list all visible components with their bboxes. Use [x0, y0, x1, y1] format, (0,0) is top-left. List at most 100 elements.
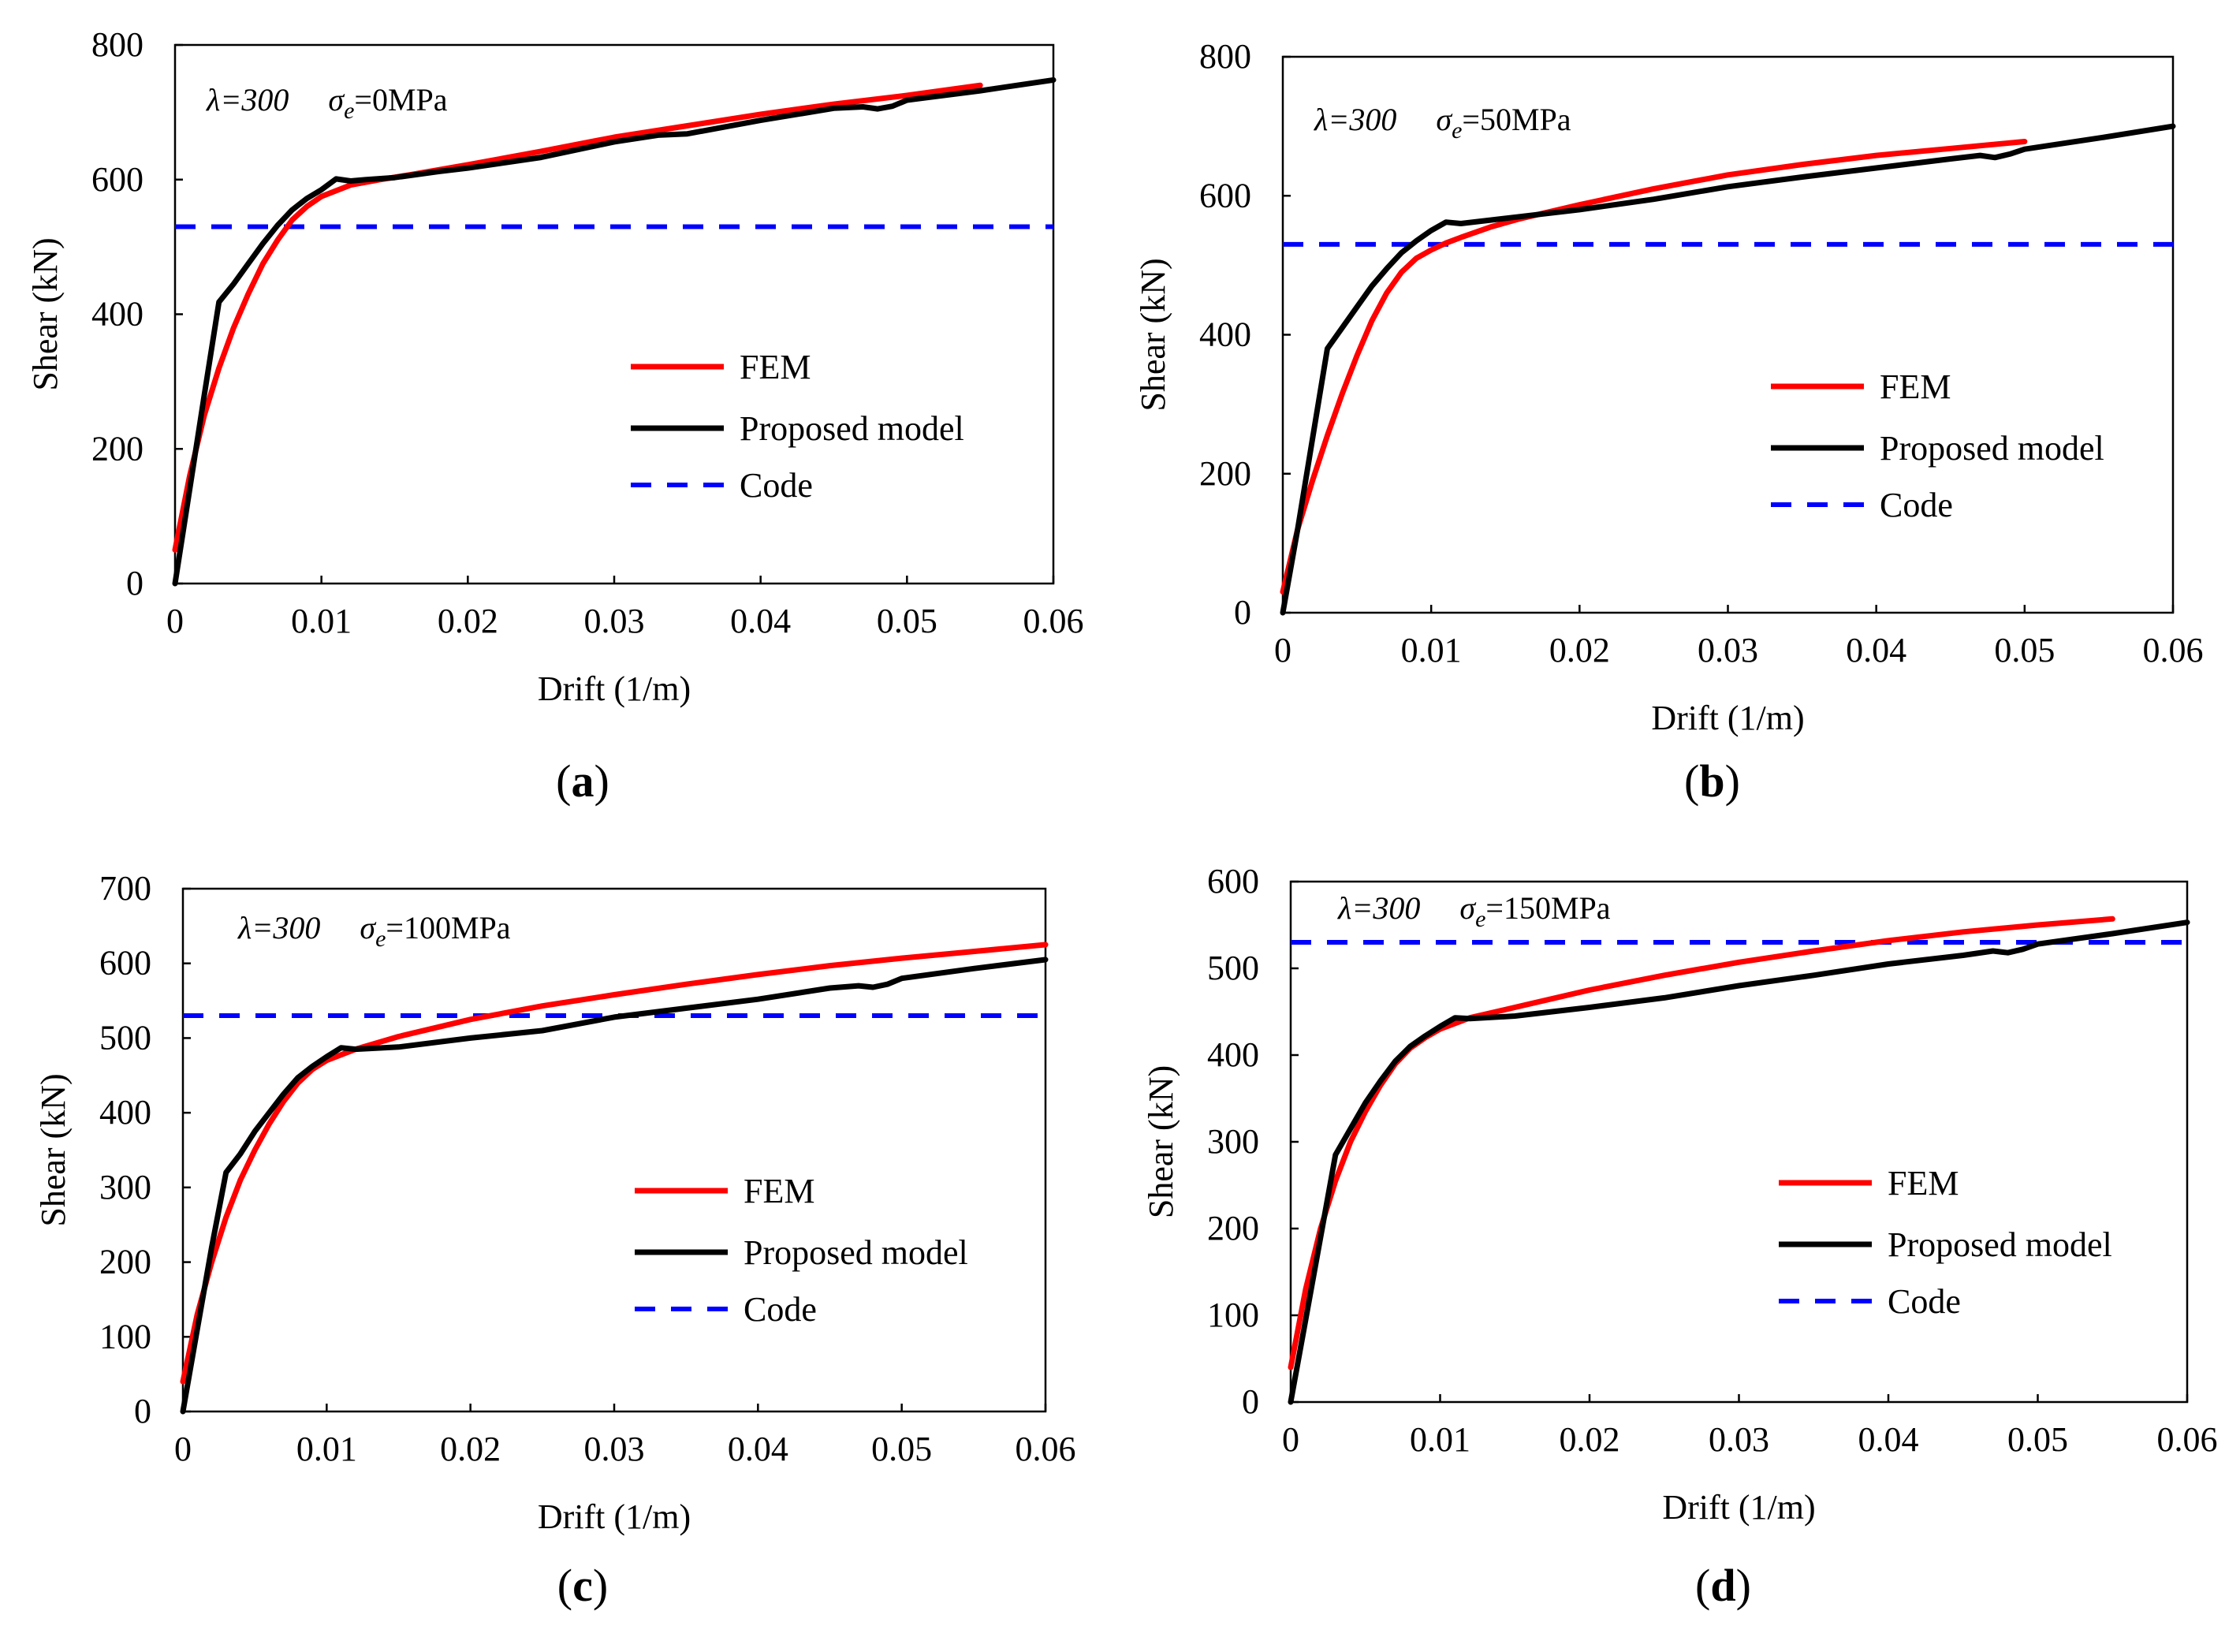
y-tick-label: 0	[134, 1392, 151, 1430]
sigma-subscript: e	[1452, 117, 1462, 144]
legend: FEM Proposed model Code	[631, 348, 964, 505]
panel-caption-open: (	[1695, 1560, 1710, 1611]
chart-panel-a: 0 0.01 0.02 0.03 0.04 0.05 0.06 0 200 400 600 800 Dr…	[26, 25, 1084, 807]
panel-caption-open: (	[1684, 755, 1699, 807]
panel-caption-open: (	[556, 755, 571, 807]
x-tick-label: 0	[1282, 1420, 1299, 1459]
y-tick-label: 400	[91, 295, 143, 334]
y-tick-label: 300	[99, 1168, 151, 1206]
legend-label-fem: FEM	[740, 348, 811, 386]
panel-caption-letter: c	[572, 1560, 593, 1611]
y-tick-label: 100	[1207, 1296, 1259, 1334]
y-tick-label: 500	[1207, 949, 1259, 987]
y-tick-label: 400	[99, 1093, 151, 1132]
y-tick-label: 500	[99, 1018, 151, 1057]
legend-label-fem: FEM	[744, 1172, 814, 1210]
legend-label-fem: FEM	[1880, 367, 1951, 406]
lambda-label: λ=300	[237, 910, 320, 945]
lambda-label: λ=300	[206, 82, 289, 117]
legend-label-proposed: Proposed model	[1888, 1225, 2112, 1264]
y-tick-label: 800	[91, 25, 143, 64]
plot-area-frame	[173, 43, 1055, 585]
y-tick-label: 200	[1207, 1209, 1259, 1247]
y-tick-label: 700	[99, 869, 151, 908]
lambda-label: λ=300	[1337, 890, 1420, 926]
plot-area-frame	[181, 887, 1047, 1413]
panel-caption-open: (	[557, 1560, 572, 1611]
y-tick-label: 200	[99, 1243, 151, 1281]
x-tick-label: 0.06	[1023, 602, 1084, 640]
sigma-subscript: e	[375, 926, 386, 952]
panel-annotation: λ=300 σe=100MPa	[237, 910, 511, 952]
x-tick-label: 0	[166, 602, 184, 640]
panel-caption-letter: d	[1710, 1560, 1735, 1611]
panel-annotation: λ=300 σe=0MPa	[206, 82, 448, 124]
y-tick-label: 200	[91, 429, 143, 468]
x-tick-label: 0.05	[1994, 631, 2055, 669]
y-tick-label: 800	[1199, 37, 1251, 76]
legend-label-code: Code	[740, 466, 813, 505]
x-tick-label: 0.06	[2157, 1420, 2218, 1459]
proposed-model-series-line	[172, 76, 1057, 587]
sigma-symbol: σ	[360, 910, 376, 945]
x-tick-label: 0.03	[584, 602, 645, 640]
panel-caption-letter: a	[572, 755, 594, 807]
x-tick-label: 0.02	[1549, 631, 1610, 669]
y-tick-label: 600	[1199, 176, 1251, 214]
chart-panel-d: 0 0.01 0.02 0.03 0.04 0.05 0.06 0 100 200 300 400 50…	[1142, 862, 2218, 1611]
x-tick-label: 0.01	[291, 602, 352, 640]
x-tick-label: 0.05	[2007, 1420, 2068, 1459]
x-tick-label: 0.02	[1560, 1420, 1620, 1459]
plot-area-frame	[1281, 55, 2175, 614]
x-tick-label: 0.04	[1858, 1420, 1919, 1459]
legend-label-code: Code	[744, 1290, 817, 1329]
legend-label-code: Code	[1880, 486, 1953, 524]
x-tick-label: 0.04	[1846, 631, 1906, 669]
x-tick-label: 0.03	[584, 1430, 645, 1468]
x-axis-label: Drift (1/m)	[538, 669, 691, 708]
y-tick-label: 600	[1207, 862, 1259, 901]
sigma-value: =50MPa	[1462, 102, 1571, 137]
x-tick-label: 0.06	[1016, 1430, 1076, 1468]
panel-caption-close: )	[594, 755, 609, 807]
sigma-symbol: σ	[328, 82, 345, 117]
y-axis-label: Shear (kN)	[1142, 1065, 1180, 1218]
panel-annotation: λ=300 σe=150MPa	[1337, 890, 1611, 932]
legend-label-code: Code	[1888, 1282, 1961, 1321]
y-tick-label: 200	[1199, 454, 1251, 493]
x-axis-label: Drift (1/m)	[1662, 1488, 1815, 1527]
panel-caption-letter: b	[1699, 755, 1724, 807]
legend: FEM Proposed model Code	[635, 1172, 968, 1329]
legend-label-proposed: Proposed model	[744, 1233, 968, 1272]
x-tick-label: 0.02	[438, 602, 498, 640]
legend-label-proposed: Proposed model	[740, 409, 964, 448]
proposed-model-series-line	[1280, 123, 2176, 616]
x-tick-label: 0.04	[730, 602, 791, 640]
y-tick-label: 300	[1207, 1122, 1259, 1161]
panel-caption: (d)	[1695, 1560, 1751, 1611]
x-tick-label: 0.03	[1709, 1420, 1769, 1459]
chart-panel-b: 0 0.01 0.02 0.03 0.04 0.05 0.06 0 200 400 600 800 Dr…	[1134, 37, 2204, 807]
x-tick-label: 0.02	[440, 1430, 501, 1468]
lambda-label: λ=300	[1314, 102, 1396, 137]
y-tick-label: 0	[126, 564, 143, 602]
fem-series-line	[1280, 139, 2028, 595]
x-tick-label: 0.03	[1698, 631, 1758, 669]
x-tick-label: 0.05	[871, 1430, 932, 1468]
y-axis-label: Shear (kN)	[1134, 258, 1172, 411]
fem-series-line	[172, 82, 983, 553]
x-tick-label: 0.06	[2143, 631, 2204, 669]
sigma-symbol: σ	[1436, 102, 1452, 137]
sigma-value: =150MPa	[1485, 890, 1610, 926]
panel-annotation: λ=300 σe=50MPa	[1314, 102, 1571, 144]
y-tick-label: 600	[91, 160, 143, 199]
legend: FEM Proposed model Code	[1771, 367, 2104, 524]
sigma-value: =0MPa	[354, 82, 447, 117]
proposed-model-series-line	[1288, 919, 2190, 1405]
y-tick-label: 400	[1207, 1035, 1259, 1074]
x-axis-label: Drift (1/m)	[1651, 699, 1804, 737]
x-tick-label: 0.05	[877, 602, 937, 640]
panel-caption-close: )	[593, 1560, 608, 1611]
